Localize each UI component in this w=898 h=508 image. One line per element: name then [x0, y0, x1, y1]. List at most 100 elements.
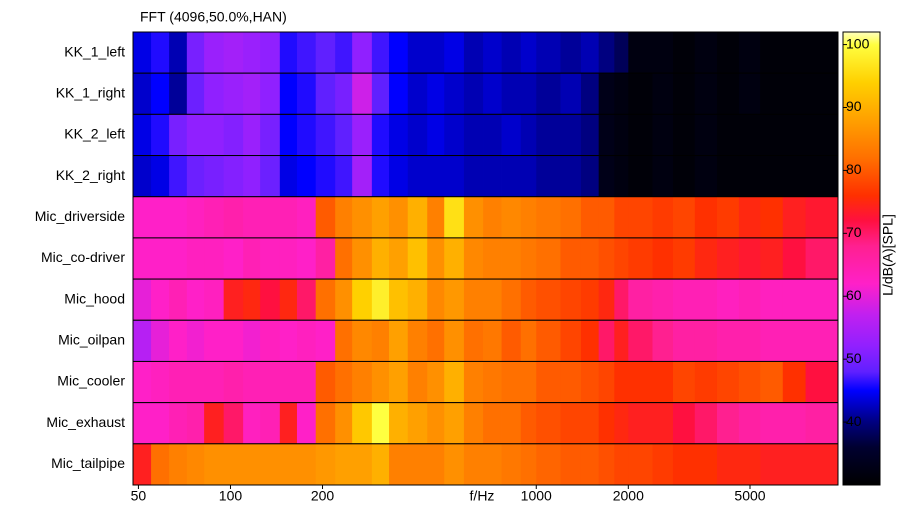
heat-cell	[483, 237, 502, 280]
heat-cell	[279, 320, 298, 362]
heat-cell	[463, 237, 484, 280]
colorbar-label: L/dB(A)[SPL]	[880, 214, 896, 296]
heat-cell	[169, 237, 188, 280]
heat-cell	[716, 73, 740, 115]
heat-cell	[243, 155, 261, 197]
heat-cell	[738, 32, 761, 74]
heat-cell	[444, 279, 465, 321]
heat-cell	[560, 237, 582, 280]
heat-cell	[628, 237, 653, 280]
heat-cell	[335, 114, 353, 156]
heat-cell	[243, 361, 261, 403]
heat-cell	[694, 361, 718, 403]
heat-cell	[204, 402, 225, 444]
heat-cell	[407, 279, 428, 321]
heat-cell	[782, 320, 806, 362]
heat-cell	[580, 402, 600, 444]
heat-cell	[483, 320, 502, 362]
heat-cell	[652, 320, 674, 362]
heat-cell	[598, 443, 615, 485]
heat-cell	[389, 73, 409, 115]
heat-cell	[204, 196, 225, 238]
heat-cell	[133, 155, 152, 197]
heat-cell	[520, 73, 537, 115]
heat-cell	[389, 196, 409, 238]
x-tick-label: 2000	[613, 488, 644, 504]
heat-cell	[315, 361, 336, 403]
heat-cell	[352, 155, 373, 197]
heat-cell	[694, 196, 718, 238]
heat-cell	[501, 279, 522, 321]
heat-cell	[805, 279, 839, 321]
heat-cell	[805, 196, 839, 238]
heat-cell	[133, 114, 152, 156]
heat-cell	[352, 73, 373, 115]
x-tick-label: 200	[311, 488, 335, 504]
heat-cell	[483, 279, 502, 321]
heat-cell	[805, 114, 839, 156]
heat-cell	[204, 237, 225, 280]
heat-cell	[560, 114, 582, 156]
heat-cell	[389, 443, 409, 485]
heat-cell	[279, 237, 298, 280]
heat-cell	[614, 155, 629, 197]
heat-cell	[805, 361, 839, 403]
heat-cell	[169, 73, 188, 115]
heat-cell	[560, 155, 582, 197]
row-label: KK_1_right	[56, 84, 125, 100]
heat-cell	[560, 73, 582, 115]
heat-cell	[501, 73, 522, 115]
heat-cell	[371, 279, 390, 321]
heat-cell	[169, 443, 188, 485]
heat-cell	[580, 237, 600, 280]
heat-cell	[614, 279, 629, 321]
heat-cell	[371, 361, 390, 403]
heat-cell	[352, 32, 373, 74]
heat-cell	[536, 196, 561, 238]
heat-cell	[782, 73, 806, 115]
heat-cell	[598, 155, 615, 197]
heat-cell	[186, 114, 205, 156]
heat-cell	[536, 279, 561, 321]
heat-cell	[223, 361, 244, 403]
colorbar-tick-label: 40	[846, 413, 862, 429]
heat-cell	[260, 361, 281, 403]
heat-cell	[335, 32, 353, 74]
heat-cell	[444, 196, 465, 238]
heat-cell	[782, 155, 806, 197]
heat-cell	[335, 279, 353, 321]
row-label: KK_1_left	[64, 43, 125, 59]
heat-cell	[389, 402, 409, 444]
heat-cell	[560, 402, 582, 444]
heat-cell	[335, 155, 353, 197]
heat-cell	[204, 361, 225, 403]
heat-cell	[652, 279, 674, 321]
heat-cell	[614, 73, 629, 115]
colorbar-tick-label: 80	[846, 161, 862, 177]
heat-cell	[389, 320, 409, 362]
heat-cell	[151, 361, 170, 403]
heat-cell	[672, 443, 696, 485]
heat-cell	[483, 361, 502, 403]
heat-cell	[371, 320, 390, 362]
heat-cell	[427, 196, 445, 238]
heat-cell	[352, 196, 373, 238]
heat-cell	[782, 279, 806, 321]
heat-cell	[371, 155, 390, 197]
heat-cell	[628, 361, 653, 403]
heat-cell	[279, 279, 298, 321]
heat-cell	[520, 237, 537, 280]
heat-cell	[614, 320, 629, 362]
heat-cell	[279, 443, 298, 485]
heat-cell	[296, 237, 317, 280]
heat-cell	[501, 402, 522, 444]
heat-cell	[315, 73, 336, 115]
heat-cell	[223, 155, 244, 197]
heat-cell	[389, 32, 409, 74]
heat-cell	[760, 279, 784, 321]
heat-cell	[463, 402, 484, 444]
heat-cell	[483, 402, 502, 444]
heat-cell	[315, 32, 336, 74]
heat-cell	[652, 114, 674, 156]
heat-cell	[296, 279, 317, 321]
